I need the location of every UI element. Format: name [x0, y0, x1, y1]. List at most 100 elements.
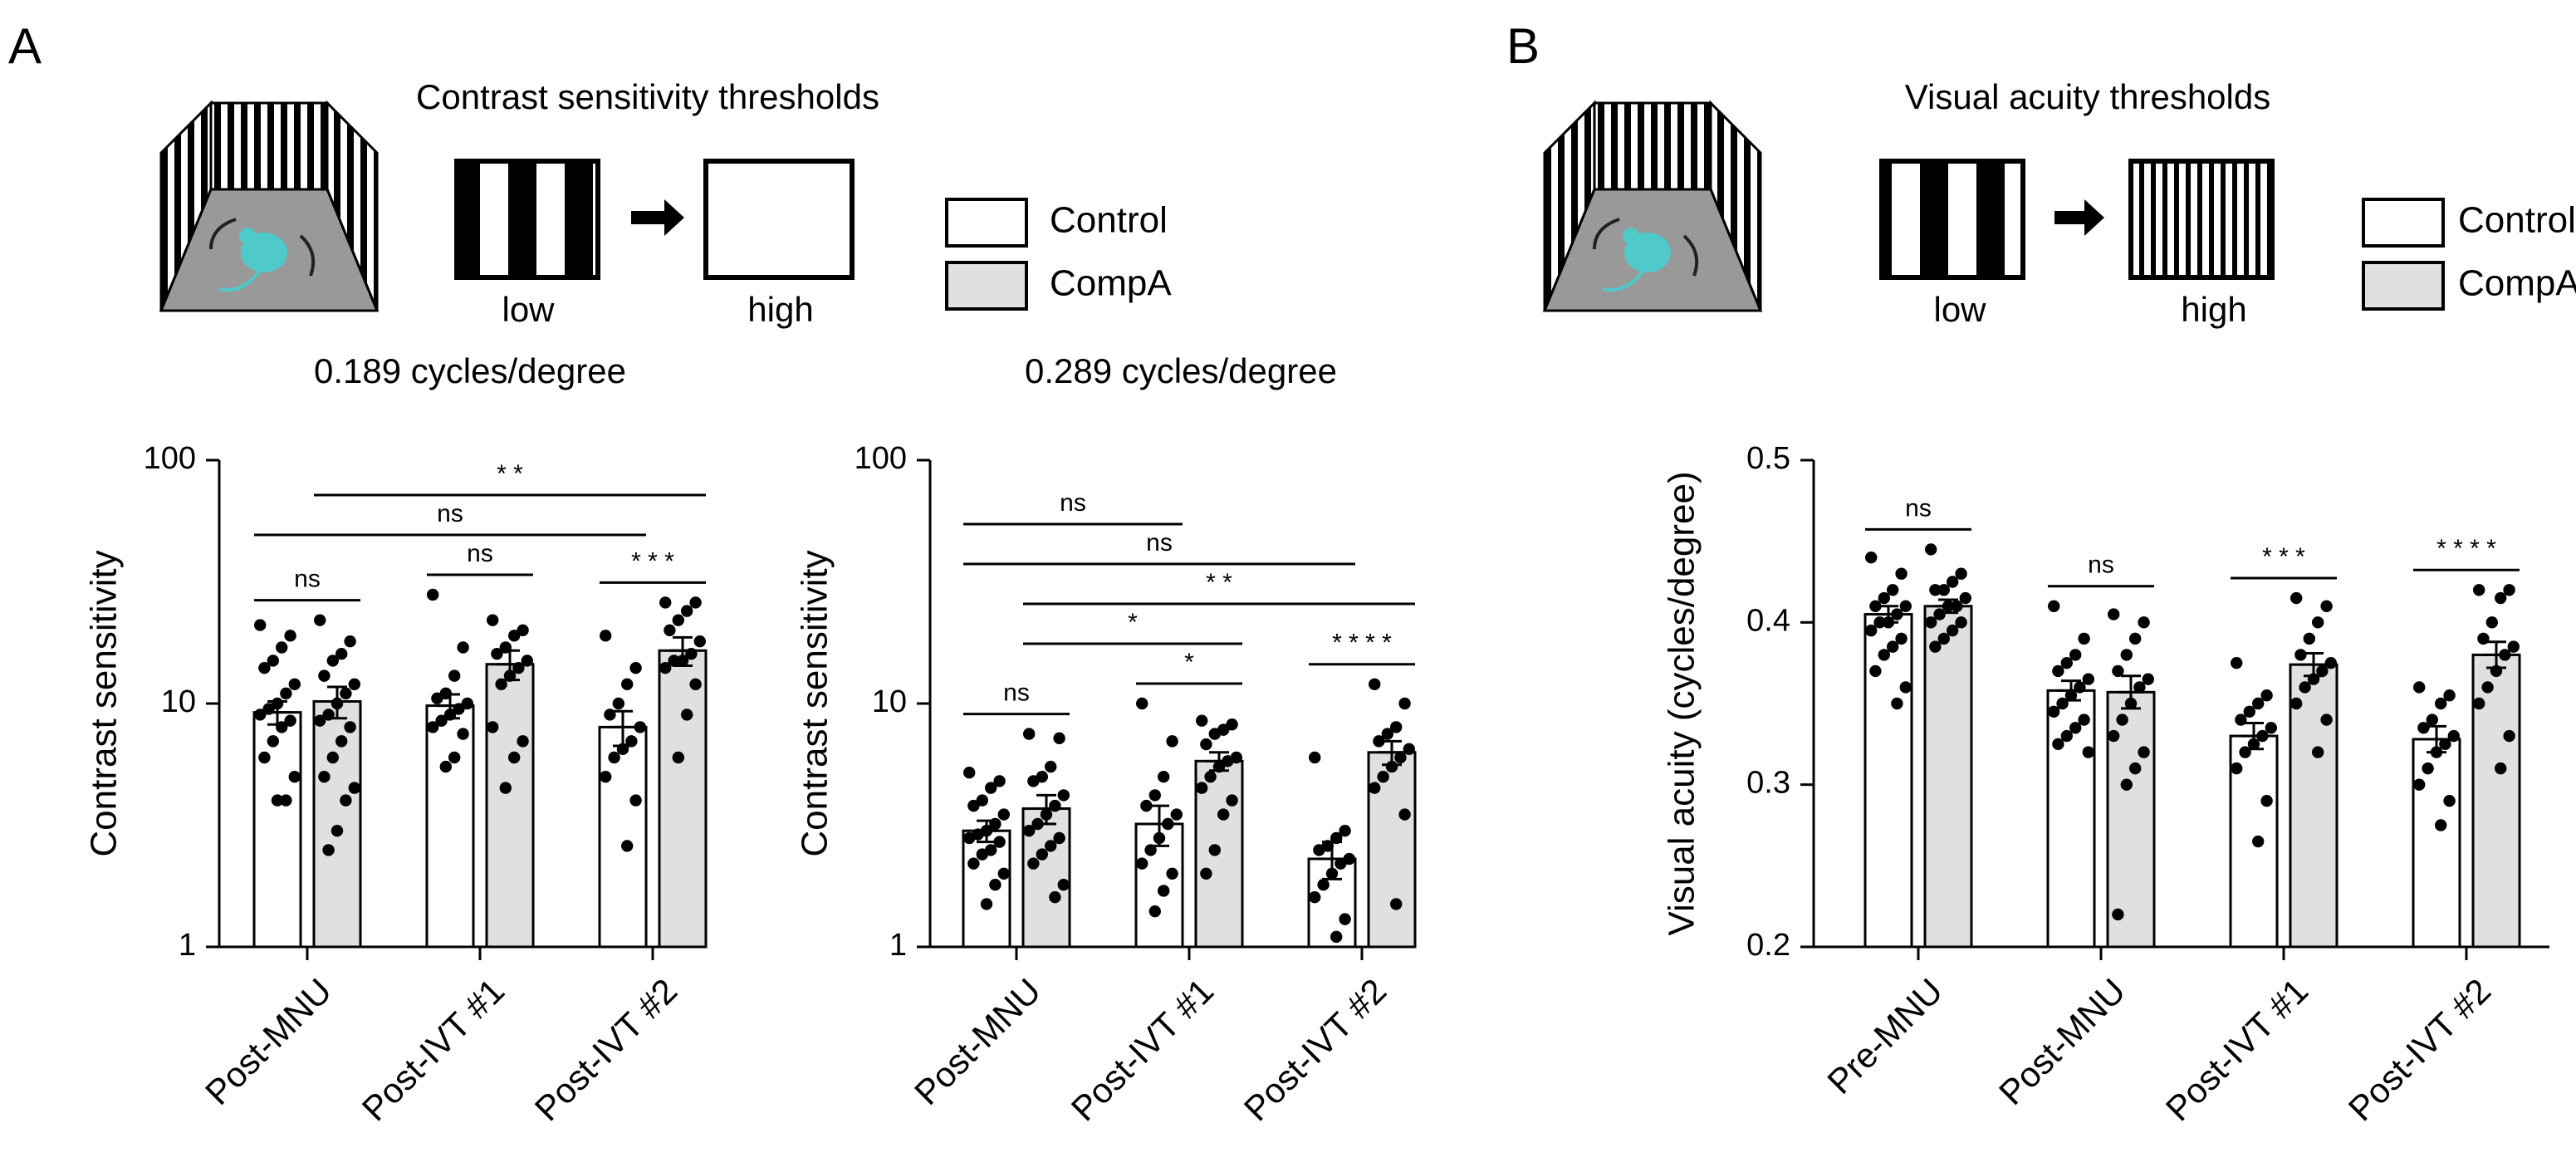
y-tick-label: 100	[855, 441, 907, 476]
bar	[1923, 605, 1973, 949]
data-point	[963, 831, 976, 845]
data-point	[2048, 705, 2060, 718]
data-point	[1887, 584, 1899, 596]
data-point	[1937, 632, 1950, 645]
data-point	[1390, 721, 1403, 733]
data-point	[2260, 689, 2273, 702]
data-point	[1929, 640, 1942, 653]
data-point	[495, 678, 507, 690]
data-point	[2422, 762, 2434, 775]
data-point	[508, 751, 521, 764]
data-point	[1925, 543, 1937, 556]
data-point	[2260, 795, 2273, 807]
data-point	[258, 751, 271, 764]
data-point	[621, 678, 634, 690]
data-point	[2060, 729, 2073, 743]
data-point	[1377, 771, 1389, 783]
data-point	[2231, 656, 2243, 669]
grating-label: low	[502, 290, 555, 329]
data-point	[448, 751, 461, 764]
data-point	[254, 619, 267, 631]
data-point	[2290, 591, 2303, 605]
legend-label: CompA	[1050, 263, 1172, 304]
data-point	[600, 630, 612, 642]
significance-label: ns	[467, 540, 493, 567]
significance-label: ns	[1146, 529, 1173, 557]
data-point	[681, 605, 693, 617]
error-bar	[610, 709, 636, 748]
data-point	[1049, 799, 1061, 812]
data-point	[1933, 608, 1946, 620]
data-point	[1158, 885, 1170, 897]
legend-swatch	[945, 261, 1028, 311]
data-point	[2112, 664, 2124, 678]
data-point	[284, 630, 296, 642]
error-bar	[2483, 640, 2510, 669]
y-tick-label: 1	[179, 928, 196, 963]
data-point	[487, 721, 499, 733]
error-bar	[973, 819, 1000, 844]
data-point	[280, 687, 292, 700]
y-tick-label: 100	[144, 441, 196, 476]
significance-label: ns	[1905, 494, 1932, 522]
data-point	[1166, 867, 1178, 880]
data-point	[1027, 857, 1040, 870]
data-point	[1869, 664, 1882, 678]
error-bar	[2118, 674, 2144, 710]
data-point	[267, 735, 279, 748]
x-tick-label: Post-IVT #2	[527, 971, 685, 1129]
data-point	[2324, 656, 2337, 669]
arena	[1543, 101, 1762, 312]
y-tick-label: 0.5	[1746, 441, 1790, 476]
data-point	[1335, 857, 1347, 870]
panel-letter: B	[1506, 18, 1540, 74]
data-point	[2507, 640, 2520, 653]
data-point	[689, 596, 702, 609]
y-tick-label: 0.2	[1746, 928, 1790, 963]
data-point	[1865, 552, 1878, 564]
data-point	[2052, 738, 2064, 751]
data-point	[1057, 879, 1070, 891]
significance-label: * *	[1206, 569, 1232, 596]
data-point	[314, 714, 326, 727]
panel-heading: Contrast sensitivity thresholds	[416, 77, 879, 116]
data-point	[280, 794, 292, 807]
y-tick-label: 0.3	[1746, 766, 1790, 801]
data-point	[612, 697, 624, 710]
data-point	[993, 775, 1006, 787]
legend-label: Control	[2458, 200, 2576, 241]
data-point	[2495, 762, 2507, 775]
data-point	[1403, 743, 1416, 756]
data-point	[461, 697, 473, 710]
significance-label: * * *	[2262, 543, 2305, 571]
data-point	[976, 848, 989, 861]
error-bar	[2300, 651, 2327, 678]
error-bar	[1146, 804, 1173, 847]
data-point	[1398, 808, 1411, 821]
data-point	[517, 624, 529, 636]
data-point	[1053, 831, 1065, 845]
x-tick-label: Post-IVT #1	[1064, 971, 1222, 1129]
data-point	[1895, 567, 1908, 580]
legend-swatch	[945, 198, 1028, 248]
error-bar	[2058, 679, 2084, 702]
error-bar	[2241, 721, 2267, 751]
x-tick-label: Post-IVT #2	[1237, 971, 1394, 1129]
data-point	[625, 735, 638, 748]
data-point	[2133, 681, 2146, 694]
data-point	[2082, 673, 2094, 685]
data-point	[600, 771, 612, 783]
data-point	[1398, 697, 1411, 710]
data-point	[2294, 649, 2307, 661]
data-point	[963, 767, 976, 779]
data-point	[1158, 771, 1170, 783]
bar	[1367, 751, 1417, 949]
data-point	[689, 678, 702, 690]
grating	[1879, 159, 2025, 280]
data-point	[499, 782, 512, 794]
data-point	[1036, 848, 1049, 861]
data-point	[1937, 584, 1950, 596]
data-point	[2503, 584, 2515, 596]
error-bar	[1033, 793, 1060, 826]
